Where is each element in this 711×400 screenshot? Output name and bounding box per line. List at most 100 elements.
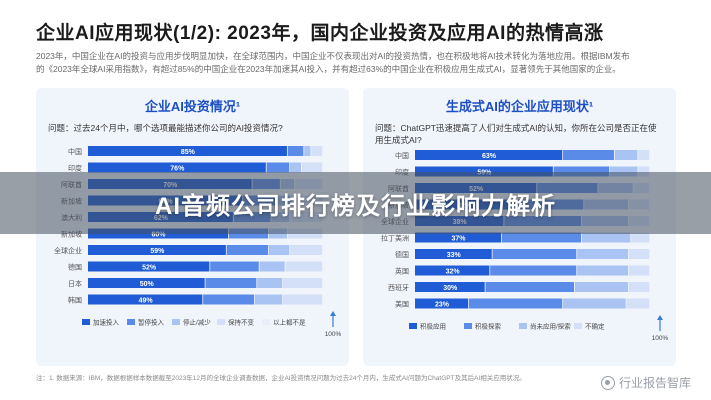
bar-segment [257, 278, 283, 288]
bar-segment [283, 278, 323, 288]
bar-segment [628, 249, 650, 259]
category-label: 中国 [68, 147, 82, 156]
bar-segment [88, 261, 210, 272]
bar-segment [577, 249, 629, 259]
bar-segment [205, 278, 257, 288]
bar-segment [285, 261, 323, 272]
bar-segment [301, 162, 323, 173]
bar-segment [415, 282, 485, 292]
legend-label: 保持不变 [228, 318, 255, 327]
bar-segment [203, 294, 255, 305]
category-label: 拉丁美洲 [381, 234, 409, 243]
bar-segment [415, 166, 553, 177]
bar-segment [226, 245, 269, 255]
bar-segment [283, 294, 323, 305]
category-label: 全球企业 [54, 246, 82, 255]
bar-segment [415, 150, 563, 160]
bar-segment [290, 162, 302, 173]
legend-swatch [127, 319, 135, 325]
data-label: 60% [151, 231, 166, 238]
bar-segment [415, 249, 492, 259]
bar-segment [469, 298, 563, 309]
bar-segment [268, 245, 290, 255]
bar-segment [415, 265, 490, 276]
bar-segment [490, 265, 577, 276]
bar-segment [638, 150, 650, 160]
bar-segment [304, 146, 311, 156]
data-label: 30% [443, 285, 458, 292]
data-label: 59% [150, 248, 165, 255]
investment-chart-question: 问题：过去24个月中，哪个选项最能描述你公司的AI投资情况? [48, 123, 283, 133]
bar-segment [628, 265, 650, 276]
intro-line-2: 的《2023年全球AI采用指数》，有超过85%的中国企业在2023年加速其AI投… [36, 64, 621, 74]
bar-segment [610, 166, 638, 177]
legend-label: 尚未应用/探索 [530, 322, 571, 331]
overlay-title: AI音频公司排行榜及行业影响力解析 [155, 193, 556, 220]
category-label: 英国 [395, 267, 409, 276]
category-label: 韩国 [68, 296, 82, 305]
bar-segment [628, 282, 650, 292]
category-label: 德国 [68, 263, 82, 272]
bar-segment [88, 245, 226, 255]
bar-segment [290, 245, 323, 255]
category-label: 新加坡 [61, 230, 82, 239]
bar-segment [415, 298, 469, 309]
bar-segment [266, 162, 290, 173]
bar-segment [638, 166, 650, 177]
legend-label: 积极应用 [420, 322, 446, 331]
overlay-band [0, 172, 711, 234]
data-label: 63% [482, 153, 497, 160]
axis-end-label: 100% [652, 335, 669, 342]
bar-segment [574, 282, 629, 292]
footnote: 注：1. 数据来源：IBM，数据根据样本数据截至2023年12月的全球企业调查数… [36, 375, 526, 382]
axis-arrow-head [657, 315, 663, 320]
legend-label: 停止/减少 [183, 318, 211, 327]
category-label: 美国 [395, 300, 409, 309]
data-label: 23% [435, 301, 450, 308]
legend-label: 以上都不是 [273, 318, 306, 327]
bar-segment [614, 150, 638, 160]
bar-segment [577, 265, 629, 276]
axis-arrow-head [330, 311, 336, 316]
bar-segment [88, 146, 287, 156]
bar-segment [553, 166, 610, 177]
category-label: 日本 [68, 279, 82, 288]
bar-segment [501, 232, 582, 243]
bar-segment [563, 298, 626, 309]
bar-segment [88, 278, 205, 288]
data-label: 49% [139, 297, 154, 304]
axis-end-label: 100% [325, 331, 342, 338]
legend-label: 加速投入 [93, 318, 120, 327]
legend-label: 不确定 [585, 322, 605, 331]
bar-segment [563, 150, 614, 160]
bar-segment [626, 298, 650, 309]
legend-label: 暂停投入 [138, 318, 165, 327]
legend-swatch [172, 319, 180, 325]
bar-segment [287, 146, 304, 156]
intro-text: 2023年，中国企业在AI的投资与应用步伐明显加快，在全球范围内，中国企业不仅表… [36, 50, 686, 76]
data-label: 76% [170, 165, 185, 172]
genai-chart-question: 问题：ChatGPT迅速提高了人们对生成式AI的认知，你所在公司是否正在使用生成… [375, 123, 657, 145]
legend-swatch [262, 319, 270, 325]
bar-segment [210, 261, 259, 272]
legend-swatch [82, 319, 90, 325]
data-label: 50% [140, 281, 155, 288]
data-label: 37% [451, 235, 466, 242]
intro-line-1: 2023年，中国企业在AI的投资与应用步伐明显加快，在全球范围内，中国企业不仅表… [36, 51, 630, 61]
watermark-text: 行业报告智库 [618, 376, 691, 390]
legend-swatch [409, 323, 417, 329]
legend-swatch [464, 323, 472, 329]
bar-segment [88, 294, 203, 305]
genai-chart-title: 生成式AI的企业应用现状¹ [445, 99, 594, 114]
category-label: 德国 [395, 250, 409, 259]
category-label: 印度 [68, 164, 82, 173]
bar-segment [492, 249, 577, 259]
data-label: 52% [142, 264, 157, 271]
legend-swatch [519, 323, 527, 329]
bar-segment [259, 261, 285, 272]
legend-swatch [217, 319, 225, 325]
bar-segment [254, 294, 283, 305]
legend-swatch [574, 323, 582, 329]
bar-segment [415, 232, 502, 243]
category-label: 中国 [395, 151, 409, 160]
